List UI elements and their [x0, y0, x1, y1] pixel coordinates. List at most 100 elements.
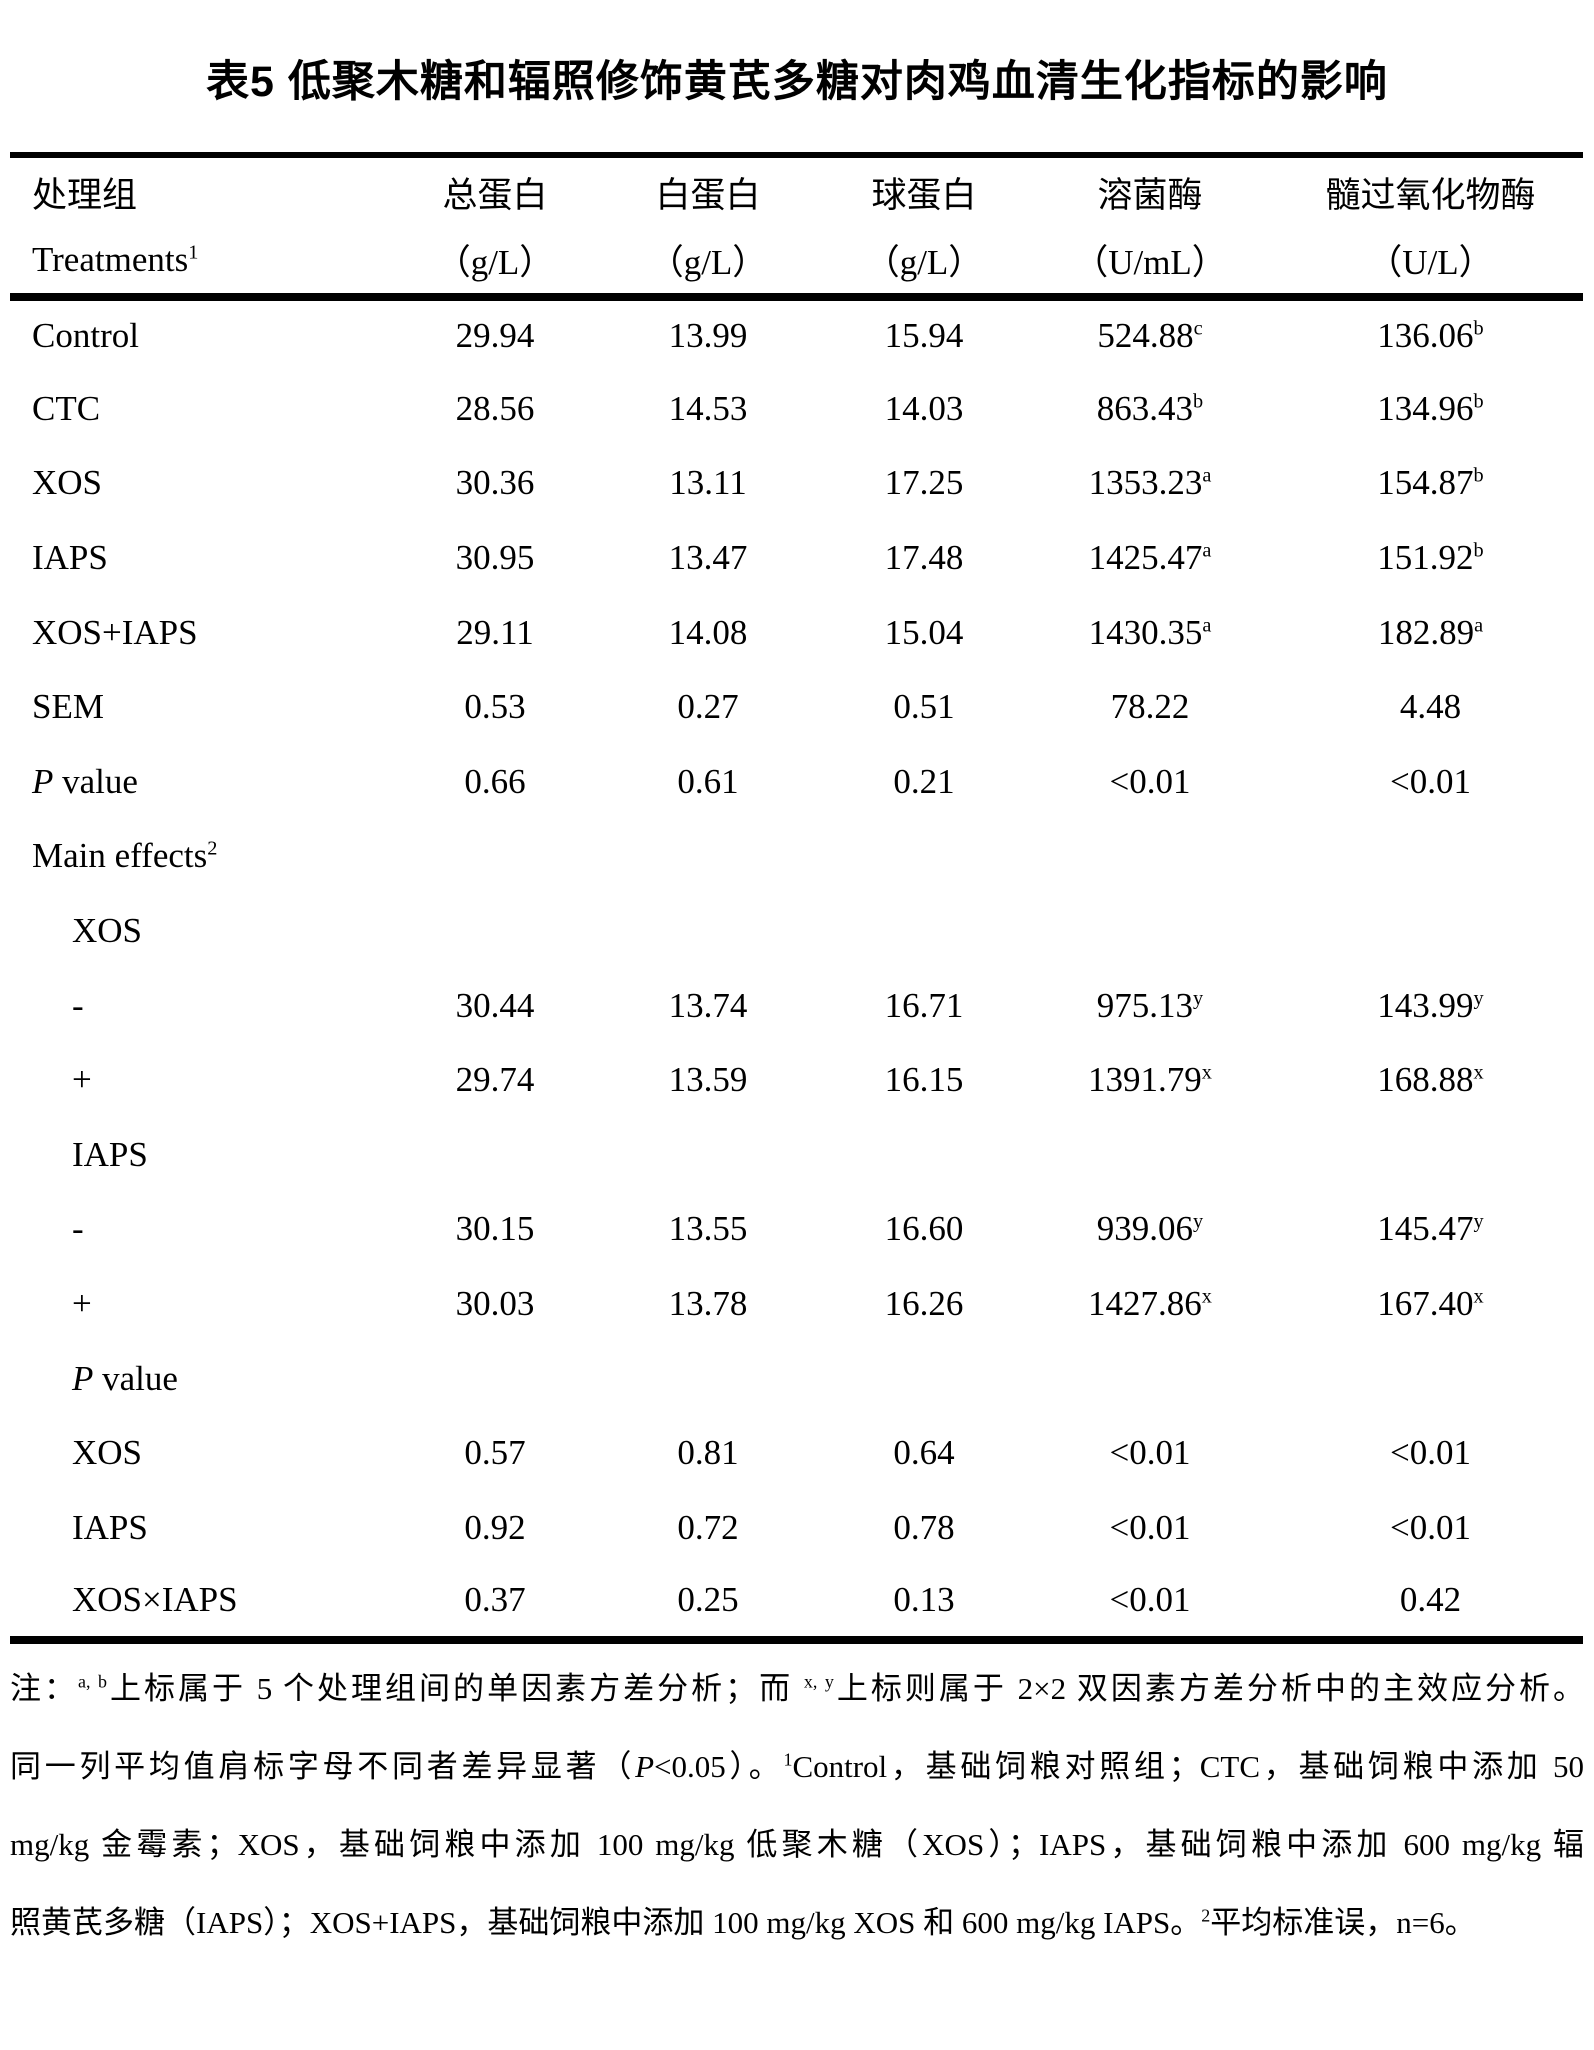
cell-value: <0.01 [1109, 1580, 1191, 1620]
table-row: XOS×IAPS 0.37 0.25 0.13 <0.01 0.42 [10, 1565, 1583, 1640]
cell-value: 13.47 [668, 538, 748, 578]
cell-value [1022, 894, 1278, 969]
cell-value: 13.99 [668, 316, 748, 356]
cell-value: 0.92 [464, 1507, 526, 1547]
row-label: XOS×IAPS [72, 1580, 238, 1620]
table-row: P value [10, 1341, 1583, 1416]
cell-value: 13.78 [668, 1284, 748, 1324]
footnote-superscript: x, y [803, 1671, 834, 1692]
significance-superscript: b [1473, 464, 1484, 487]
cell-value: 1425.47a [1088, 538, 1212, 578]
cell-value: 13.11 [669, 463, 747, 503]
cell-value: 1353.23a [1088, 463, 1212, 503]
footnote-text: 平均标准误，n=6。 [1210, 1904, 1476, 1940]
significance-superscript: a [1202, 464, 1212, 487]
table-row: SEM 0.53 0.27 0.51 78.22 4.48 [10, 670, 1583, 745]
cell-value: 0.78 [893, 1507, 955, 1547]
cell-value [1278, 1341, 1583, 1416]
cell-value: 14.03 [884, 388, 964, 428]
footnote-text: 照黄芪多糖（IAPS）；XOS+IAPS，基础饲粮中添加 100 mg/kg X… [10, 1904, 1202, 1940]
cell-value [1022, 819, 1278, 894]
row-label: XOS [72, 911, 143, 951]
footnote-line: 同一列平均值肩标字母不同者差异显著（P<0.05）。1Control，基础饲粮对… [10, 1728, 1584, 1806]
cell-value: 0.27 [677, 687, 739, 727]
cell-value [400, 819, 590, 894]
significance-superscript: b [1193, 390, 1204, 413]
row-label: - [72, 985, 84, 1025]
cell-value [590, 1341, 826, 1416]
row-label: IAPS [32, 538, 108, 578]
cell-value: 0.51 [893, 687, 955, 727]
header-albumin: 白蛋白 [655, 175, 761, 215]
header-total-protein: 总蛋白 [442, 175, 548, 215]
cell-value: 0.37 [464, 1580, 526, 1620]
cell-value: 136.06b [1377, 316, 1484, 356]
table-row: Control 29.94 13.99 15.94 524.88c 136.06b [10, 297, 1583, 372]
significance-superscript: a [1474, 614, 1484, 637]
cell-value: <0.01 [1109, 1507, 1191, 1547]
cell-value [590, 819, 826, 894]
header-treatments-cn: 处理组 [32, 175, 138, 215]
cell-value: 15.04 [884, 612, 964, 652]
cell-value: 0.66 [464, 761, 526, 801]
footnote-superscript: 2 [1201, 1905, 1211, 1926]
row-label: CTC [32, 388, 101, 428]
cell-value: 1391.79x [1088, 1060, 1212, 1100]
row-label: XOS [32, 463, 103, 503]
row-label: SEM [32, 687, 104, 727]
cell-value: 1427.86x [1088, 1284, 1212, 1324]
footnote-line: mg/kg 金霉素；XOS，基础饲粮中添加 100 mg/kg 低聚木糖（XOS… [10, 1806, 1584, 1884]
cell-value: 30.95 [455, 538, 535, 578]
row-label: - [72, 1209, 84, 1249]
cell-value: 29.11 [456, 612, 534, 652]
significance-superscript: b [1473, 390, 1484, 413]
cell-value: 29.74 [455, 1060, 535, 1100]
header-row-cn: 处理组 总蛋白 白蛋白 球蛋白 溶菌酶 髓过氧化物酶 [10, 155, 1583, 226]
table-row: IAPS 0.92 0.72 0.78 <0.01 <0.01 [10, 1491, 1583, 1566]
unit-myeloperoxidase: （U/L） [1278, 226, 1583, 301]
table-row: XOS 30.36 13.11 17.25 1353.23a 154.87b [10, 446, 1583, 521]
table-row: Main effects2 [10, 819, 1583, 894]
row-label: XOS [72, 1433, 143, 1473]
table-row: CTC 28.56 14.53 14.03 863.43b 134.96b [10, 372, 1583, 447]
cell-value [826, 894, 1022, 969]
cell-value: 13.74 [668, 985, 748, 1025]
table-row: P value 0.66 0.61 0.21 <0.01 <0.01 [10, 745, 1583, 820]
table-row: +29.74 13.59 16.15 1391.79x 168.88x [10, 1043, 1583, 1118]
cell-value: 1430.35a [1088, 612, 1212, 652]
row-label: XOS+IAPS [32, 612, 198, 652]
cell-value: 30.36 [455, 463, 535, 503]
significance-superscript: a [1202, 539, 1212, 562]
cell-value [1022, 1118, 1278, 1193]
row-label: IAPS [72, 1507, 148, 1547]
row-label: P value [32, 761, 138, 801]
footnote-superscript: a, b [78, 1671, 107, 1692]
cell-value: 0.81 [677, 1433, 739, 1473]
cell-value [1022, 1341, 1278, 1416]
data-table: 处理组 总蛋白 白蛋白 球蛋白 溶菌酶 髓过氧化物酶 Treatments1 （… [10, 152, 1583, 1644]
cell-value: 4.48 [1399, 687, 1462, 727]
cell-value [400, 1118, 590, 1193]
footnote-superscript: 1 [783, 1749, 793, 1770]
cell-value: 14.53 [668, 388, 748, 428]
cell-value: 182.89a [1377, 612, 1484, 652]
cell-value: <0.01 [1390, 1507, 1471, 1547]
footnote-text: mg/kg 金霉素；XOS，基础饲粮中添加 100 mg/kg 低聚木糖（XOS… [10, 1826, 1584, 1862]
cell-value: 0.64 [893, 1433, 955, 1473]
cell-value: 16.26 [884, 1284, 964, 1324]
table-row: IAPS [10, 1118, 1583, 1193]
significance-superscript: a [1202, 614, 1212, 637]
row-label: P value [72, 1358, 178, 1398]
table-row: XOS [10, 894, 1583, 969]
cell-value: 28.56 [455, 388, 535, 428]
table-row: XOS 0.57 0.81 0.64 <0.01 <0.01 [10, 1416, 1583, 1491]
cell-value [1278, 894, 1583, 969]
cell-value: 0.13 [893, 1580, 955, 1620]
cell-value: 16.71 [884, 985, 964, 1025]
significance-superscript: y [1473, 1210, 1484, 1233]
cell-value: 939.06y [1096, 1209, 1204, 1249]
cell-value [826, 1118, 1022, 1193]
table-body: Control 29.94 13.99 15.94 524.88c 136.06b CTC 2… [10, 297, 1583, 1640]
cell-value: 0.72 [677, 1507, 739, 1547]
cell-value [826, 819, 1022, 894]
